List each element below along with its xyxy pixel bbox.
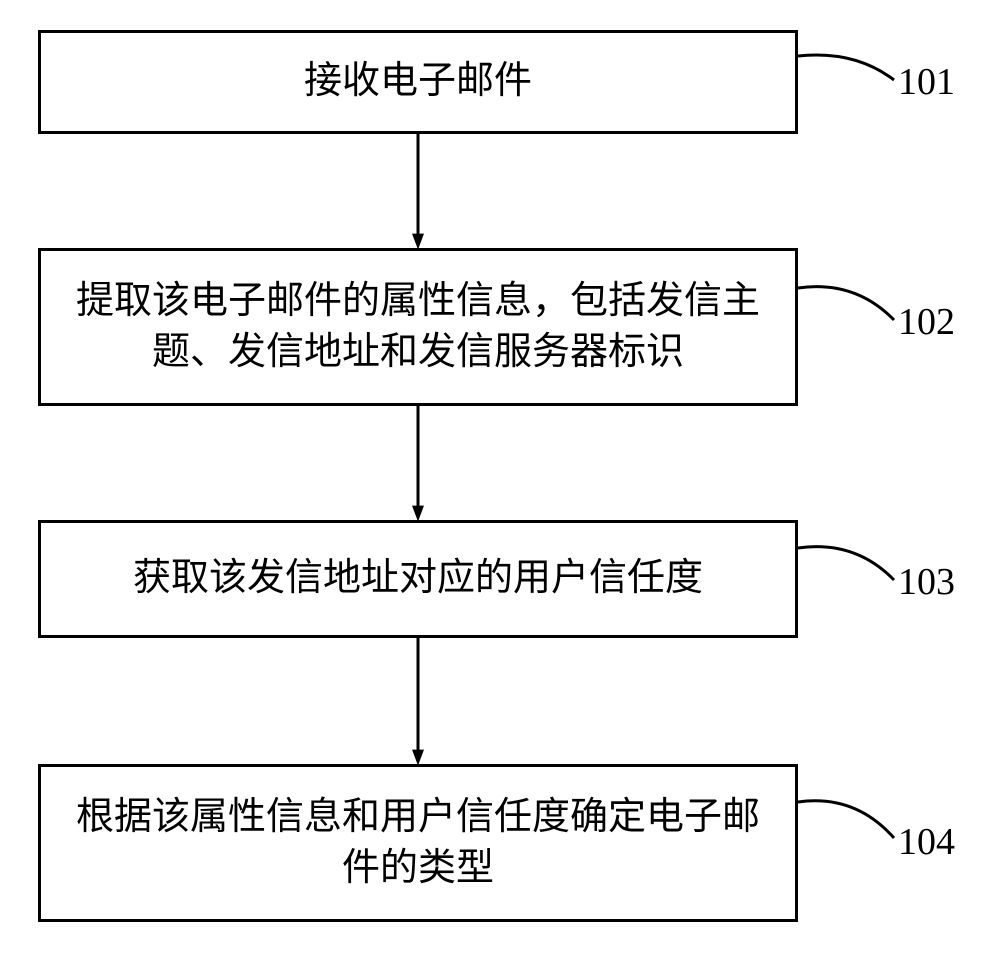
step-label-l1: 101 <box>898 60 955 104</box>
step-label-l3: 103 <box>898 560 955 604</box>
flow-node-text-n4: 根据该属性信息和用户信任度确定电子邮件的类型 <box>61 792 775 895</box>
flow-node-text-n2: 提取该电子邮件的属性信息，包括发信主题、发信地址和发信服务器标识 <box>61 276 775 379</box>
leader-curve-1 <box>798 55 894 80</box>
flow-node-n1: 接收电子邮件 <box>38 30 798 134</box>
flow-node-n2: 提取该电子邮件的属性信息，包括发信主题、发信地址和发信服务器标识 <box>38 248 798 406</box>
leader-curve-4 <box>798 801 894 838</box>
flow-node-n3: 获取该发信地址对应的用户信任度 <box>38 520 798 638</box>
flowchart-canvas: 接收电子邮件提取该电子邮件的属性信息，包括发信主题、发信地址和发信服务器标识获取… <box>0 0 1000 974</box>
flow-node-text-n3: 获取该发信地址对应的用户信任度 <box>61 553 775 604</box>
leader-curve-2 <box>798 287 894 320</box>
step-label-l4: 104 <box>898 820 955 864</box>
leader-curve-3 <box>798 547 894 580</box>
step-label-l2: 102 <box>898 300 955 344</box>
flow-node-n4: 根据该属性信息和用户信任度确定电子邮件的类型 <box>38 764 798 922</box>
flow-node-text-n1: 接收电子邮件 <box>61 56 775 107</box>
